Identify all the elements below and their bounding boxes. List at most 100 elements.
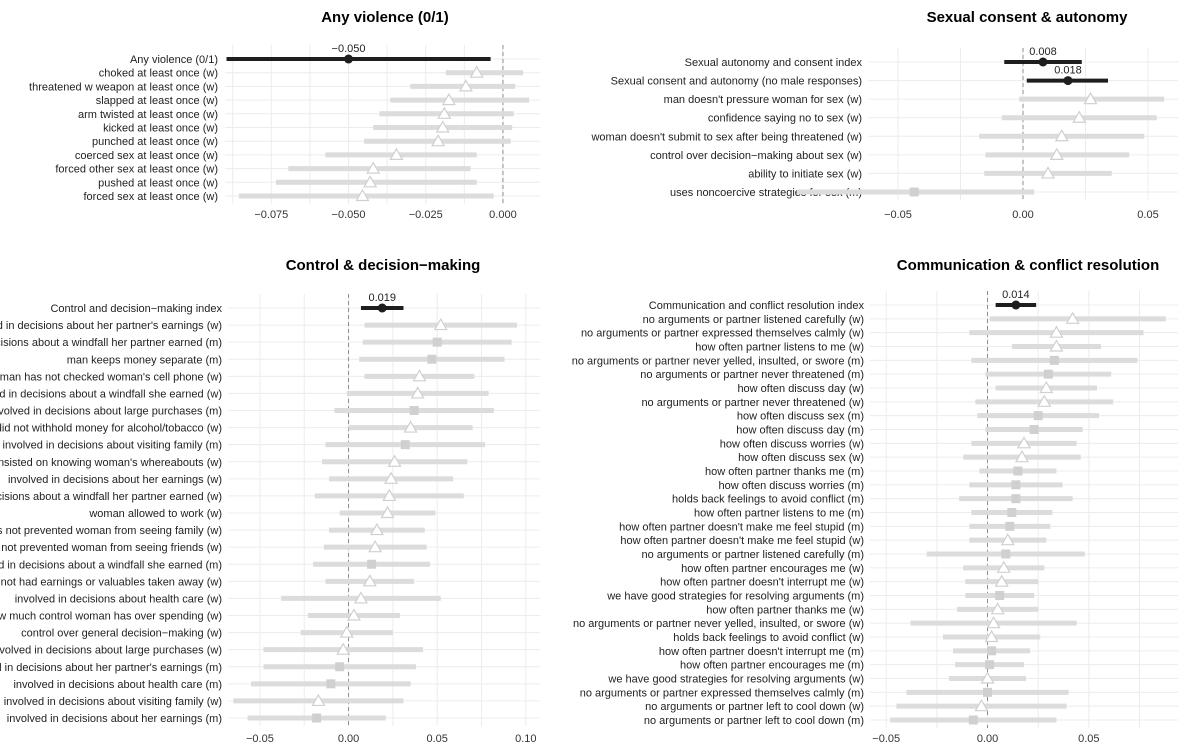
x-tick-label: −0.05 — [872, 733, 900, 745]
estimate-value-label: −0.050 — [332, 43, 366, 55]
estimate-point — [409, 406, 419, 415]
row-label: man keeps money separate (m) — [67, 354, 222, 366]
estimate-point — [996, 560, 1011, 573]
estimate-point — [987, 646, 997, 656]
panel-title: Control & decision−making — [286, 257, 481, 274]
row-label: no arguments or partner left to cool dow… — [645, 701, 864, 713]
row-label: man has not had earnings or valuables ta… — [0, 576, 222, 588]
estimate-point — [369, 522, 384, 536]
estimate-point — [311, 693, 326, 707]
row-label: holds back feelings to avoid conflict (m… — [672, 494, 864, 506]
estimate-point — [431, 133, 446, 147]
estimate-point — [367, 559, 377, 569]
row-label: choked at least once (w) — [99, 68, 218, 80]
row-label: coerced sex at least once (w) — [75, 150, 218, 162]
row-label: how often discuss worries (m) — [719, 480, 865, 492]
row-label: Any violence (0/1) — [130, 54, 218, 66]
row-label: how often discuss day (m) — [736, 425, 864, 437]
row-label: how often partner thanks me (w) — [706, 604, 864, 616]
estimate-point — [1013, 466, 1023, 476]
x-tick-label: 0.05 — [1137, 209, 1158, 221]
estimate-point — [353, 591, 368, 604]
row-label: involved in decisions about visiting fam… — [4, 696, 222, 708]
row-label: man did not withhold money for alcohol/t… — [0, 423, 222, 435]
row-label: man has not prevented woman from seeing … — [0, 525, 222, 537]
x-tick-label: 0.05 — [426, 733, 447, 745]
x-tick-label: 0.00 — [338, 733, 359, 745]
row-label: confidence saying no to sex (w) — [708, 113, 862, 125]
x-tick-label: 0.10 — [515, 733, 536, 745]
estimate-point — [437, 106, 452, 119]
row-label: we have good strategies for resolving ar… — [607, 674, 864, 686]
estimate-point — [312, 713, 322, 723]
row-label: pushed at least once (w) — [98, 177, 218, 189]
estimate-point — [384, 471, 399, 484]
row-label: no arguments or partner listened careful… — [643, 314, 864, 326]
row-label: no arguments or partner never yelled, in… — [573, 618, 864, 630]
estimate-point — [1049, 355, 1059, 365]
estimate-point — [995, 591, 1005, 600]
row-label: forced sex at least once (w) — [83, 191, 218, 203]
x-tick-label: 0.000 — [489, 209, 517, 221]
panel-title: Communication & conflict resolution — [897, 257, 1160, 274]
panel-title: Any violence (0/1) — [321, 9, 449, 26]
estimate-point — [326, 679, 336, 689]
row-label: Control and decision−making index — [50, 303, 222, 315]
estimate-point — [400, 440, 410, 450]
estimate-point — [387, 454, 402, 467]
estimate-point — [1007, 508, 1017, 517]
estimate-point — [1054, 129, 1069, 142]
estimate-point — [433, 317, 448, 331]
row-label: man has not insisted on knowing woman's … — [0, 457, 222, 469]
row-label: involved in decisions about her earnings… — [7, 713, 222, 725]
estimate-point — [346, 608, 361, 621]
row-label: involved in decisions about a windfall s… — [0, 388, 222, 400]
panel-title: Sexual consent & autonomy — [927, 9, 1129, 26]
estimate-point — [435, 120, 450, 133]
estimate-point — [362, 574, 377, 587]
row-label: involved in decisions about visiting fam… — [3, 440, 222, 452]
row-label: no arguments or partner listened careful… — [641, 549, 864, 561]
estimate-point — [403, 420, 418, 433]
estimate-point — [432, 337, 442, 347]
estimate-point — [974, 698, 989, 712]
x-tick-label: 0.05 — [1078, 733, 1099, 745]
estimate-point — [1037, 394, 1052, 407]
row-label: involved in decisions about health care … — [13, 679, 222, 691]
estimate-point — [441, 92, 456, 106]
row-label: no arguments or partner never threatened… — [641, 397, 864, 409]
estimate-point — [366, 161, 381, 174]
estimate-point — [1011, 300, 1021, 310]
estimate-point — [1033, 411, 1043, 421]
x-tick-label: 0.00 — [977, 733, 998, 745]
row-label: man has not checked woman's cell phone (… — [0, 371, 222, 383]
row-label: involved in decisions about large purcha… — [0, 645, 222, 657]
estimate-point — [986, 615, 1001, 629]
row-label: involved in decisions about a windfall h… — [0, 337, 222, 349]
row-label: woman allowed to work (w) — [88, 508, 222, 520]
estimate-point — [1011, 480, 1021, 490]
x-tick-label: −0.05 — [884, 209, 912, 221]
estimate-point — [1014, 449, 1030, 463]
estimate-point — [336, 642, 351, 655]
row-label: how often partner listens to me (m) — [694, 508, 864, 520]
estimate-point — [984, 629, 999, 643]
row-label: slapped at least once (w) — [96, 95, 218, 107]
row-label: involved in decisions about her earnings… — [8, 474, 222, 486]
row-label: holds back feelings to avoid conflict (w… — [673, 632, 864, 644]
row-label: Sexual consent and autonomy (no male res… — [611, 76, 862, 88]
estimate-point — [377, 303, 387, 313]
row-label: how often discuss worries (w) — [720, 438, 864, 450]
estimate-point — [344, 54, 354, 64]
estimate-point — [985, 660, 995, 670]
row-label: involved in decisions about large purcha… — [0, 406, 222, 418]
row-label: involved in decisions about a windfall h… — [0, 491, 222, 503]
estimate-value-label: 0.018 — [1054, 65, 1082, 77]
row-label: punched at least once (w) — [92, 136, 218, 148]
row-label: how often discuss sex (m) — [737, 411, 864, 423]
estimate-point — [412, 369, 427, 382]
estimate-point — [427, 354, 437, 364]
estimate-point — [968, 715, 978, 725]
row-label: Sexual autonomy and consent index — [685, 57, 863, 69]
